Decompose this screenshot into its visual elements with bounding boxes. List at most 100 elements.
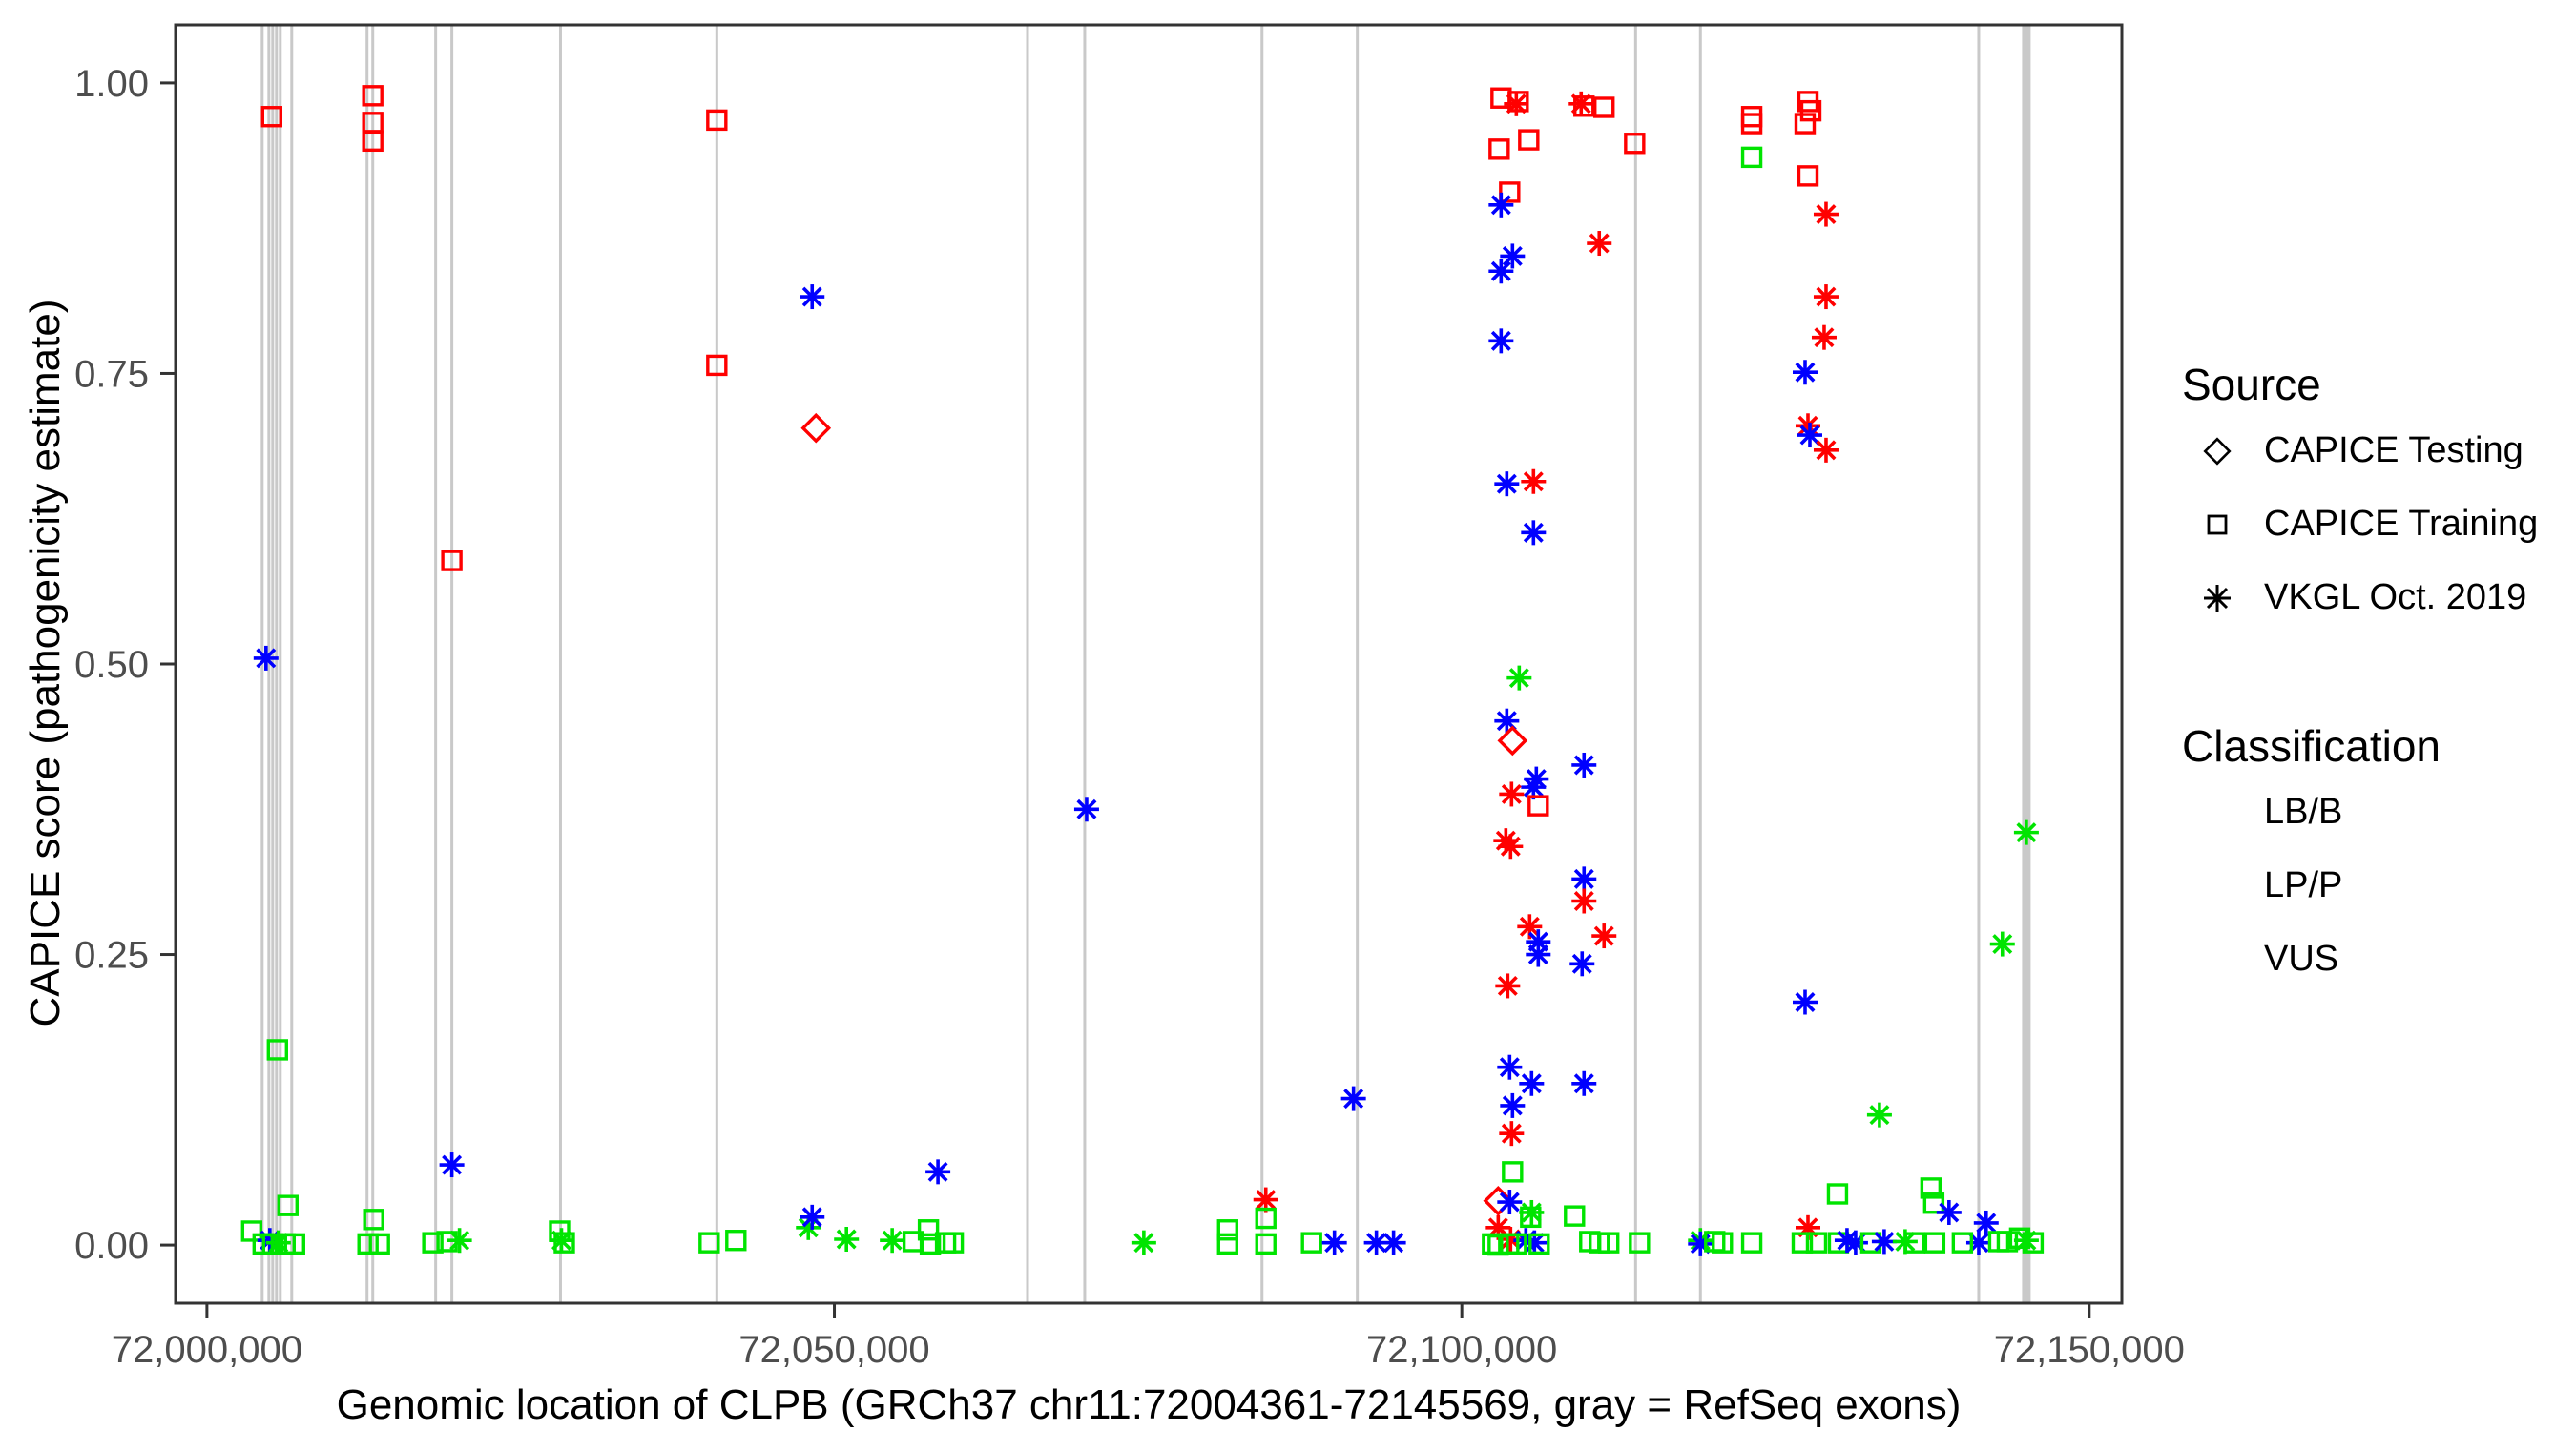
data-point	[1255, 1233, 1277, 1255]
data-point	[439, 1152, 465, 1178]
data-point	[2022, 1232, 2045, 1254]
data-point	[917, 1219, 940, 1241]
data-point	[800, 284, 825, 310]
data-point	[1866, 1102, 1892, 1128]
data-point	[362, 130, 384, 153]
data-point	[1920, 1177, 1942, 1199]
data-point	[1989, 931, 2015, 957]
data-point	[1629, 1232, 1651, 1254]
data-point	[1340, 1086, 1366, 1111]
data-point	[261, 1233, 284, 1255]
data-point	[1740, 146, 1763, 169]
data-point	[1805, 1232, 1828, 1254]
legend-item-vkgl: VKGL Oct. 2019	[2182, 561, 2564, 634]
data-point	[1488, 328, 1514, 354]
data-point	[1797, 423, 1822, 448]
data-point	[1903, 1232, 1926, 1254]
data-point	[1216, 1219, 1238, 1241]
data-point	[1526, 942, 1551, 967]
data-point	[1688, 1231, 1714, 1256]
data-point	[277, 1194, 299, 1216]
data-point	[925, 1159, 951, 1185]
data-point	[1923, 1232, 1946, 1254]
data-point	[2013, 819, 2039, 845]
data-point	[706, 354, 728, 377]
data-point	[1521, 468, 1547, 494]
data-point	[368, 1233, 390, 1255]
data-point	[1500, 243, 1526, 269]
diamond-icon	[2203, 436, 2232, 466]
x-tick-label: 72,100,000	[1366, 1329, 1557, 1371]
data-point	[1497, 725, 1528, 757]
legend-label: VKGL Oct. 2019	[2264, 577, 2527, 617]
data-point	[1502, 1161, 1524, 1183]
data-point	[1792, 360, 1818, 385]
data-point	[1497, 1190, 1523, 1215]
data-point	[1624, 133, 1646, 155]
legend-label: CAPICE Training	[2264, 504, 2539, 544]
legend-item-capice-testing: CAPICE Testing	[2182, 414, 2564, 487]
legend-label: CAPICE Testing	[2264, 430, 2524, 470]
legend-source-title: Source	[2182, 360, 2321, 409]
data-point	[1587, 231, 1612, 257]
data-point	[1507, 91, 1529, 113]
data-point	[1520, 1206, 1542, 1229]
data-point	[1571, 1070, 1597, 1096]
data-point	[1740, 1232, 1763, 1254]
y-tick-label: 0.00	[74, 1225, 149, 1267]
data-point	[1813, 284, 1839, 310]
data-point	[1527, 795, 1549, 817]
data-point	[1712, 1232, 1734, 1254]
data-point	[1571, 866, 1597, 892]
data-point	[725, 1230, 747, 1252]
square-icon	[2207, 514, 2228, 534]
data-point	[422, 1232, 444, 1254]
data-point	[1499, 1121, 1525, 1147]
data-point	[1922, 1192, 1945, 1214]
data-point	[1791, 1232, 1814, 1254]
x-tick-label: 72,050,000	[738, 1329, 929, 1371]
legend-item-vus: VUS	[2182, 923, 2564, 996]
data-point	[1569, 951, 1595, 977]
data-point	[1799, 99, 1822, 122]
data-point	[1500, 1092, 1526, 1118]
data-point	[240, 1220, 263, 1242]
legend-label: LP/P	[2264, 865, 2343, 905]
x-tick-label: 72,000,000	[112, 1329, 302, 1371]
data-point	[880, 1228, 905, 1254]
data-point	[549, 1228, 574, 1254]
data-point	[1488, 259, 1514, 284]
data-point	[1571, 752, 1597, 778]
data-point	[1740, 113, 1763, 135]
data-point	[1506, 1233, 1527, 1255]
data-point	[1300, 1232, 1322, 1254]
data-point	[1598, 1232, 1620, 1254]
data-point	[1811, 324, 1837, 350]
data-point	[260, 106, 283, 128]
data-point	[1564, 1205, 1586, 1227]
data-point	[1381, 1230, 1406, 1255]
y-tick-label: 1.00	[74, 63, 149, 105]
data-point	[1506, 665, 1532, 691]
data-point	[1792, 989, 1818, 1015]
y-tick-label: 0.50	[74, 644, 149, 686]
data-point	[1794, 113, 1817, 135]
data-point	[942, 1232, 965, 1254]
data-point	[1871, 1229, 1897, 1255]
data-point	[1813, 437, 1839, 463]
data-point	[1797, 165, 1819, 187]
data-point	[1498, 834, 1524, 860]
data-point	[1826, 1183, 1849, 1205]
data-point	[1494, 471, 1520, 497]
data-point	[1255, 1207, 1277, 1230]
data-point	[1499, 181, 1521, 203]
data-point	[553, 1232, 575, 1254]
legend-spacer	[2182, 634, 2564, 716]
data-point	[1504, 91, 1529, 116]
data-point	[1591, 923, 1617, 949]
data-point	[1528, 1233, 1550, 1255]
data-point	[253, 645, 279, 671]
data-point	[1363, 1230, 1389, 1255]
legend-label: LB/B	[2264, 792, 2343, 832]
